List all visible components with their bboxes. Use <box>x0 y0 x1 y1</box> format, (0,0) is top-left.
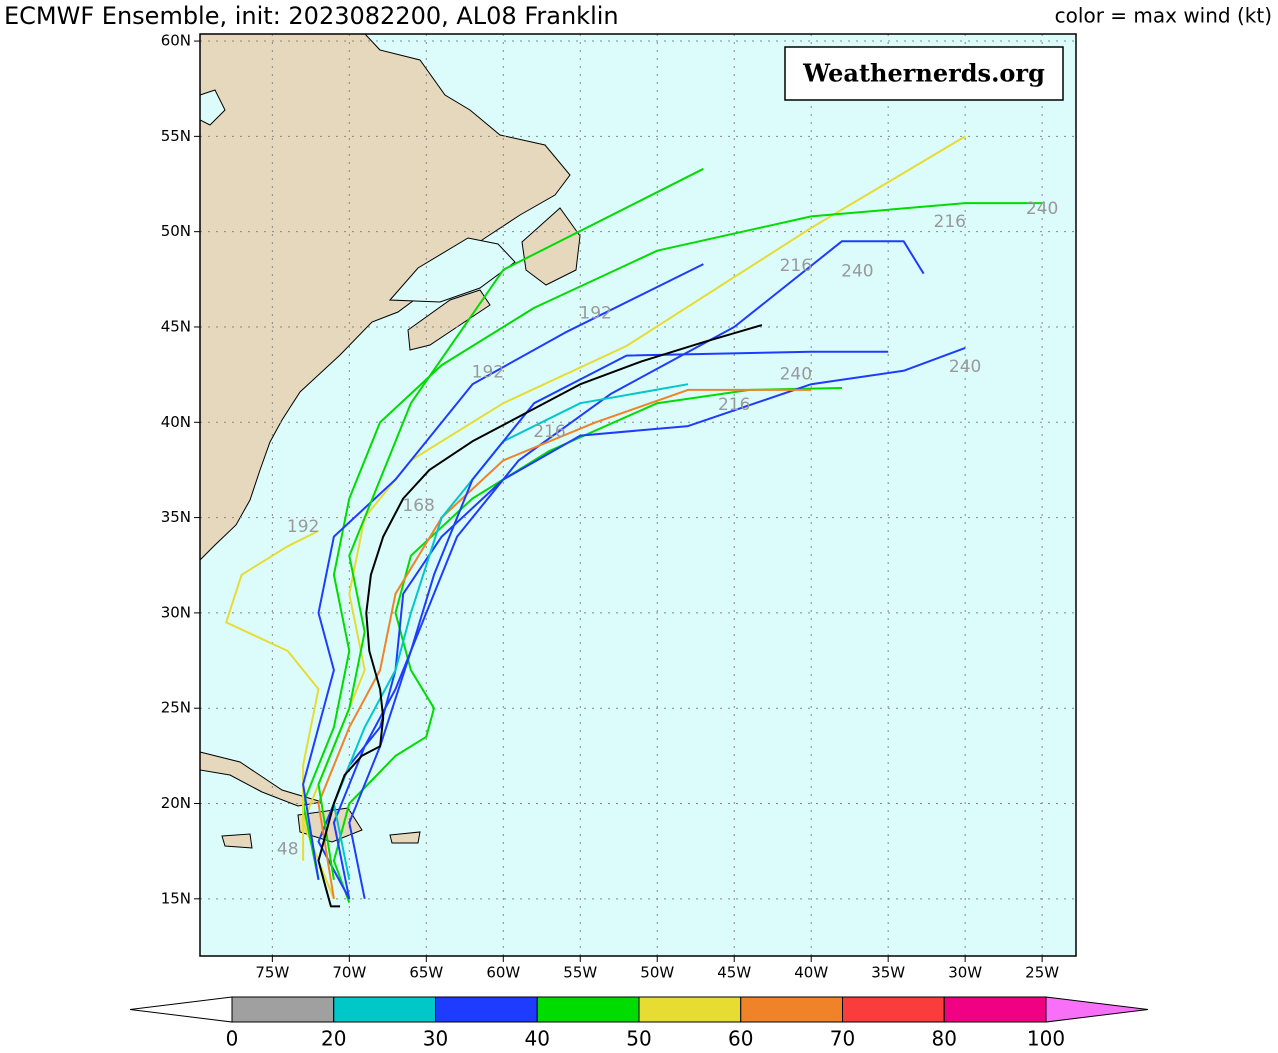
hour-label: 216 <box>718 395 750 415</box>
y-tick-label: 50N <box>161 222 191 240</box>
colorbar-label: 30 <box>423 1027 448 1051</box>
x-tick-label: 35W <box>871 964 905 982</box>
y-tick-label: 45N <box>161 317 191 335</box>
y-tick-label: 40N <box>161 413 191 431</box>
y-tick-label: 20N <box>161 794 191 812</box>
colorbar-box <box>943 996 1047 1023</box>
colorbar-label: 20 <box>321 1027 346 1051</box>
colorbar-label: 50 <box>626 1027 651 1051</box>
mean-track <box>317 324 763 908</box>
colorbar-label: 40 <box>525 1027 550 1051</box>
ensemble-track <box>302 202 1043 880</box>
ensemble-track <box>302 263 704 880</box>
colorbar-label: 0 <box>226 1027 239 1051</box>
colorbar-box <box>638 996 742 1023</box>
hour-label: 240 <box>780 365 812 385</box>
x-tick-label: 65W <box>409 964 443 982</box>
y-tick-label: 55N <box>161 127 191 145</box>
colorbar-label: 80 <box>932 1027 957 1051</box>
colorbar-label: 100 <box>1027 1027 1065 1051</box>
hour-label: 48 <box>277 839 299 859</box>
colorbar-box <box>435 996 538 1023</box>
colorbar-over <box>1045 996 1149 1023</box>
puerto-rico <box>389 831 421 844</box>
colorbar-label: 70 <box>830 1027 855 1051</box>
watermark: Weathernerds.org <box>802 59 1045 88</box>
y-tick-label: 60N <box>161 32 191 50</box>
hour-label: 216 <box>780 256 812 276</box>
hour-label: 216 <box>533 422 565 442</box>
hour-label: 216 <box>934 212 966 232</box>
hour-label: 192 <box>287 517 319 537</box>
hour-label: 240 <box>949 357 981 377</box>
y-tick-label: 15N <box>161 889 191 907</box>
hour-label: 240 <box>1026 199 1058 219</box>
x-tick-label: 40W <box>794 964 828 982</box>
colorbar-under <box>129 996 233 1023</box>
colorbar-box <box>333 996 436 1023</box>
tracks: 240 216 240 216 240 240 216 216 192 192 192 168 48 <box>225 135 1058 908</box>
land <box>199 33 581 849</box>
colorbar-box <box>231 996 335 1023</box>
colorbar: 0 20 30 40 50 60 70 80 100 <box>129 996 1149 1051</box>
hour-label: 192 <box>579 304 611 324</box>
x-tick-label: 60W <box>486 964 520 982</box>
ensemble-track <box>348 350 889 899</box>
x-tick-label: 30W <box>948 964 982 982</box>
ensemble-track <box>317 388 812 899</box>
x-tick-label: 75W <box>255 964 289 982</box>
hour-label: 240 <box>841 262 873 282</box>
y-tick-label: 35N <box>161 508 191 526</box>
chart-subtitle: color = max wind (kt) <box>1055 4 1272 28</box>
cuba <box>199 751 323 807</box>
gulf <box>388 237 516 303</box>
chart-title: ECMWF Ensemble, init: 2023082200, AL08 F… <box>4 2 619 30</box>
x-tick-label: 50W <box>640 964 674 982</box>
y-tick-label: 30N <box>161 603 191 621</box>
watermark-box <box>784 46 1064 101</box>
colorbar-label: 60 <box>728 1027 753 1051</box>
y-tick-label: 25N <box>161 699 191 717</box>
x-tick-label: 55W <box>563 964 597 982</box>
x-tick-label: 45W <box>717 964 751 982</box>
x-tick-label: 70W <box>332 964 366 982</box>
ensemble-track <box>317 167 704 880</box>
x-tick-label: 25W <box>1025 964 1059 982</box>
colorbar-box <box>842 996 945 1023</box>
jamaica <box>221 833 253 849</box>
colorbar-box <box>536 996 640 1023</box>
colorbar-box <box>740 996 843 1023</box>
hour-label: 192 <box>472 363 504 383</box>
map-frame <box>199 33 1077 957</box>
ensemble-track <box>225 530 320 861</box>
nova-scotia <box>407 289 491 351</box>
hour-label: 168 <box>402 496 434 516</box>
